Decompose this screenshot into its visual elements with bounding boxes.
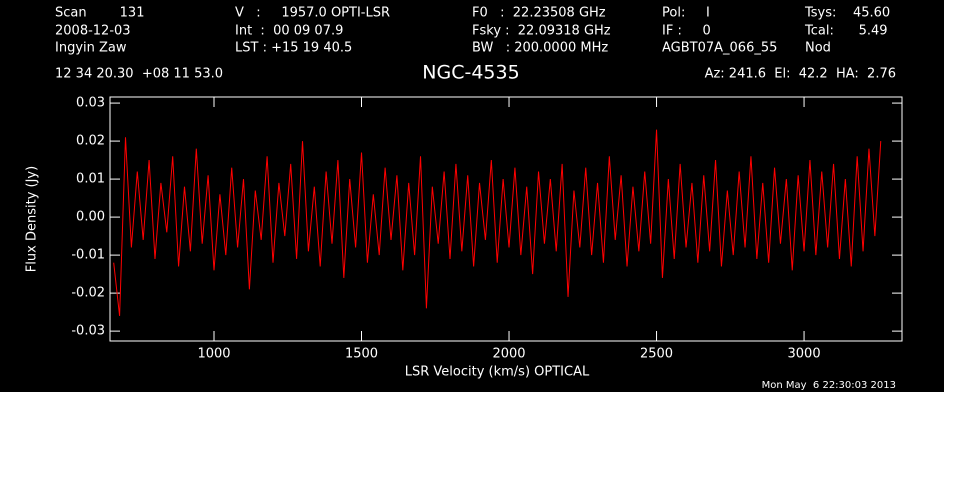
- x-axis-label: LSR Velocity (km/s) OPTICAL: [405, 365, 590, 380]
- timestamp: Mon May 6 22:30:03 2013: [762, 380, 896, 391]
- y-tick-label: 0.02: [76, 134, 105, 149]
- header-field: Nod: [805, 41, 831, 56]
- header-field: Ingyin Zaw: [55, 41, 127, 56]
- y-tick-label: 0.00: [76, 210, 105, 225]
- header-field: Int : 00 09 07.9: [235, 24, 343, 39]
- x-tick-label: 2000: [492, 347, 525, 362]
- chart-title: NGC-4535: [422, 62, 519, 84]
- header-field: Fsky : 22.09318 GHz: [472, 24, 611, 39]
- y-axis-label: Flux Density (Jy): [25, 166, 40, 272]
- background: [0, 0, 944, 392]
- header-field: Scan 131: [55, 6, 144, 21]
- y-tick-label: 0.01: [76, 172, 105, 187]
- plot-frame: [109, 96, 903, 342]
- y-tick-label: -0.03: [71, 324, 105, 339]
- x-tick-label: 3000: [788, 347, 821, 362]
- header-field: LST : +15 19 40.5: [235, 41, 352, 56]
- header-field: 2008-12-03: [55, 24, 131, 39]
- header-field: Tsys: 45.60: [804, 6, 890, 21]
- x-tick-label: 1500: [345, 347, 378, 362]
- header-field: Pol: I: [662, 6, 710, 21]
- header-field: AGBT07A_066_55: [662, 41, 777, 56]
- header-field: V : 1957.0 OPTI-LSR: [235, 6, 390, 21]
- y-tick-label: -0.01: [71, 248, 105, 263]
- header-field: BW : 200.0000 MHz: [472, 41, 608, 56]
- header-field: IF : 0: [662, 24, 711, 39]
- header-field: Tcal: 5.49: [804, 24, 888, 39]
- y-tick-label: 0.03: [76, 96, 105, 111]
- x-tick-label: 2500: [640, 347, 673, 362]
- y-tick-label: -0.02: [71, 286, 105, 301]
- position: 12 34 20.30 +08 11 53.0: [55, 67, 223, 82]
- header-field: F0 : 22.23508 GHz: [472, 6, 606, 21]
- spectrum-line: [113, 129, 882, 316]
- pointing: Az: 241.6 El: 42.2 HA: 2.76: [705, 67, 896, 82]
- x-tick-label: 1000: [197, 347, 230, 362]
